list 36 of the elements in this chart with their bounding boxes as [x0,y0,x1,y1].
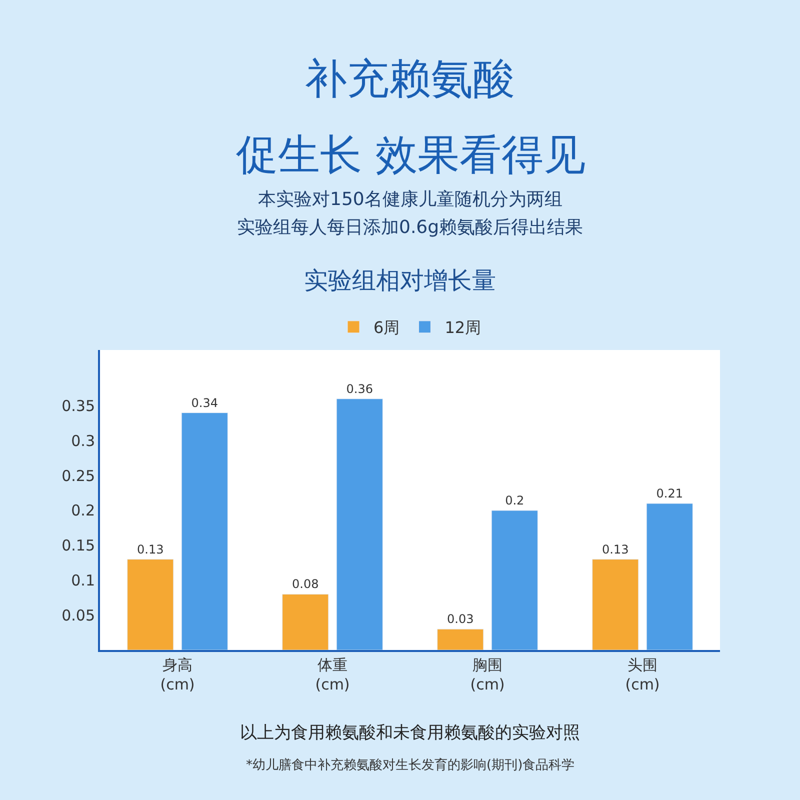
x-tick-label: 身高 (cm) [160,656,195,694]
y-tick-label: 0.3 [71,432,95,450]
data-label: 0.08 [292,577,319,592]
y-tick-label: 0.15 [62,536,95,555]
data-label: 0.13 [137,542,164,556]
data-label: 0.34 [191,396,218,410]
x-tick-label: 体重 (cm) [315,656,350,694]
bar [592,559,639,650]
data-label: 0.13 [602,542,629,556]
y-tick-label: 0.35 [62,397,95,416]
data-label: 0.36 [346,382,373,396]
text: 本实验对150名健康儿童随机分为两组 [258,189,562,210]
y-tick-label: 0.1 [71,571,95,590]
data-label: 0.03 [447,612,474,626]
data-label: 0.2 [505,493,524,508]
text: 补充赖氨酸 [305,54,515,103]
y-tick-label: 0.05 [62,606,95,624]
bar [282,594,329,650]
data-label: 0.21 [656,486,683,500]
bar [646,503,693,650]
text: 以上为食用赖氨酸和未食用赖氨酸的实验对照 [240,723,580,743]
x-tick-label: 胸围 (cm) [470,656,505,694]
text: 促生长 效果看得见 [236,130,586,179]
bar [336,398,383,650]
bar [491,510,538,650]
bar [181,412,228,650]
legend-label: 6周 [374,318,400,338]
chart-title: 实验组相对增长量 [304,266,496,294]
x-tick-label: 头围 (cm) [625,656,660,694]
bar [127,559,174,650]
bar [437,628,484,650]
y-tick-label: 0.2 [71,502,95,520]
legend-label: 12周 [444,318,482,338]
y-tick-label: 0.25 [62,466,95,485]
text: 实验组每人每日添加0.6g赖氨酸后得出结果 [237,217,584,238]
text: *幼儿膳食中补充赖氨酸对生长发育的影响(期刊)食品科学 [246,757,575,773]
